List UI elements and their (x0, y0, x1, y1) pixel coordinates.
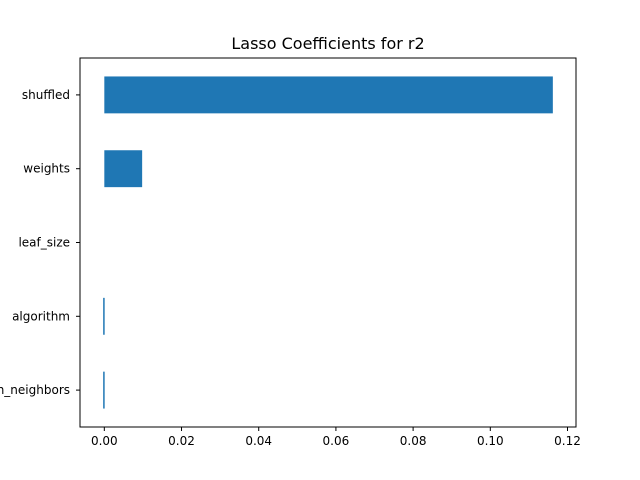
chart-title: Lasso Coefficients for r2 (231, 34, 424, 53)
x-tick-label: 0.06 (323, 434, 350, 448)
x-tick-label: 0.08 (400, 434, 427, 448)
y-tick-label: weights (23, 162, 70, 176)
y-tick-label: n_neighbors (0, 383, 70, 397)
x-tick-label: 0.02 (168, 434, 195, 448)
plot-frame (79, 57, 577, 428)
y-axis-ticks: n_neighbors algorithm leaf_size weights shuf… (0, 88, 80, 397)
bar-algorithm (103, 297, 105, 335)
y-tick-label: algorithm (12, 309, 70, 323)
y-tick-label: shuffled (22, 88, 70, 102)
x-tick-label: 0.10 (477, 434, 504, 448)
bar-n-neighbors (103, 371, 105, 409)
x-tick-label: 0.04 (245, 434, 272, 448)
bars-group (103, 76, 553, 409)
x-tick-label: 0.12 (554, 434, 581, 448)
bar-shuffled (104, 76, 553, 114)
x-axis-ticks: 0.00 0.02 0.04 0.06 0.08 0.10 0.12 (91, 427, 581, 448)
x-tick-label: 0.00 (91, 434, 118, 448)
bar-weights (104, 150, 143, 188)
y-tick-label: leaf_size (18, 236, 70, 250)
